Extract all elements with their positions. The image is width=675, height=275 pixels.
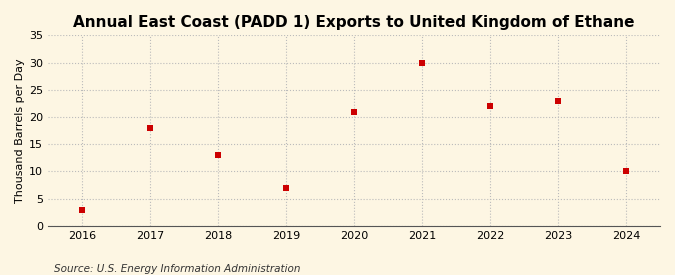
Point [77,207,88,212]
Point [281,186,292,190]
Point [213,153,223,157]
Y-axis label: Thousand Barrels per Day: Thousand Barrels per Day [15,58,25,203]
Point [485,104,495,108]
Point [349,109,360,114]
Point [416,60,427,65]
Text: Source: U.S. Energy Information Administration: Source: U.S. Energy Information Administ… [54,264,300,274]
Point [553,98,564,103]
Point [620,169,631,174]
Point [144,126,155,130]
Title: Annual East Coast (PADD 1) Exports to United Kingdom of Ethane: Annual East Coast (PADD 1) Exports to Un… [74,15,634,30]
